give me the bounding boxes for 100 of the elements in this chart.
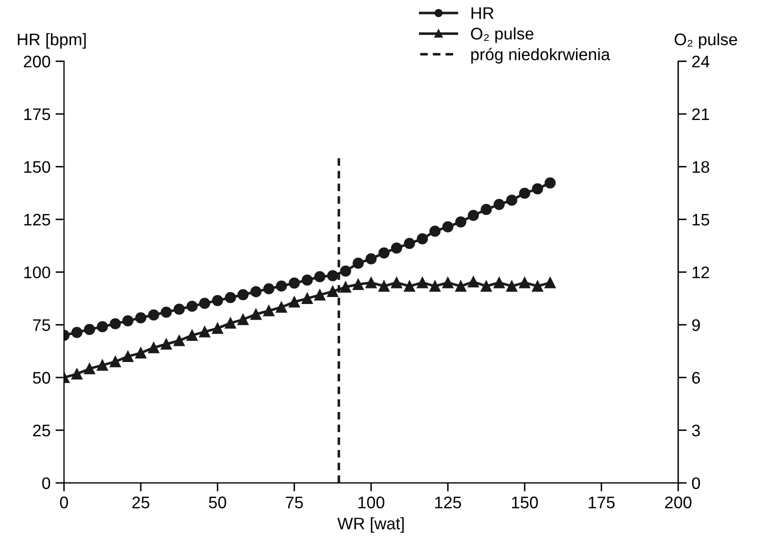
point xyxy=(84,324,96,335)
x-axis-title: WR [wat] xyxy=(337,517,404,533)
point xyxy=(263,283,274,294)
point xyxy=(327,286,338,297)
point xyxy=(506,194,518,206)
point xyxy=(532,183,544,194)
point xyxy=(148,309,160,320)
point xyxy=(174,335,185,346)
point xyxy=(288,296,300,308)
y2-axis-title: O₂ pulse xyxy=(674,33,738,49)
point xyxy=(416,277,428,288)
point xyxy=(429,280,441,292)
x-tick-label: 25 xyxy=(132,496,150,508)
y2-tick-label: 12 xyxy=(692,266,710,278)
point xyxy=(544,177,556,188)
point xyxy=(544,277,556,288)
x-tick-label: 175 xyxy=(588,496,615,508)
point xyxy=(468,210,479,221)
y-tick-label: 25 xyxy=(33,424,50,436)
point xyxy=(404,238,416,249)
x-tick-label: 0 xyxy=(60,496,68,508)
point xyxy=(468,276,479,288)
point xyxy=(250,308,262,320)
point xyxy=(276,280,287,292)
point xyxy=(519,188,530,199)
x-tick-label: 75 xyxy=(286,496,303,508)
y-tick-label: 125 xyxy=(24,214,50,226)
legend-label: O₂ pulse xyxy=(470,27,534,43)
point xyxy=(96,360,108,371)
point xyxy=(404,280,416,292)
point xyxy=(212,322,224,334)
point xyxy=(160,338,172,350)
point xyxy=(429,226,441,237)
x-tick-label: 150 xyxy=(512,496,538,508)
point xyxy=(288,278,300,289)
point xyxy=(263,305,274,316)
y-tick-label: 0 xyxy=(42,477,50,490)
point xyxy=(160,306,172,318)
point xyxy=(391,242,402,254)
point xyxy=(186,300,198,312)
y2-tick-label: 0 xyxy=(692,477,700,490)
point xyxy=(391,277,402,288)
point xyxy=(416,233,428,244)
y-tick-label: 200 xyxy=(24,56,50,68)
point xyxy=(199,298,210,309)
y-tick-label: 50 xyxy=(32,372,50,384)
y2-tick-label: 3 xyxy=(692,424,700,436)
point xyxy=(327,270,338,282)
x-tick-label: 125 xyxy=(435,496,462,508)
point xyxy=(366,277,377,288)
point xyxy=(442,221,454,232)
point xyxy=(366,253,377,264)
point xyxy=(519,277,530,288)
y2-tick-label: 21 xyxy=(692,108,710,120)
y-tick-label: 100 xyxy=(24,266,50,278)
point xyxy=(212,295,224,306)
point xyxy=(442,277,454,288)
point xyxy=(378,280,390,292)
y2-tick-label: 24 xyxy=(692,56,710,68)
y-tick-label: 175 xyxy=(24,108,50,120)
point xyxy=(224,317,236,329)
point xyxy=(302,274,313,286)
point xyxy=(506,280,518,292)
point xyxy=(71,368,82,380)
legend-label: próg niedokrwienia xyxy=(471,48,610,64)
y2-tick-label: 15 xyxy=(692,214,710,226)
point xyxy=(224,292,236,304)
point xyxy=(302,292,313,304)
x-tick-label: 100 xyxy=(358,496,384,508)
point xyxy=(110,356,121,368)
y2-tick-label: 6 xyxy=(692,372,700,384)
point xyxy=(122,315,134,326)
point xyxy=(480,204,492,216)
y-axis-title: HR [bpm] xyxy=(18,33,86,49)
point xyxy=(135,312,146,324)
point xyxy=(352,278,364,290)
point xyxy=(455,216,466,228)
legend-label: HR xyxy=(472,7,494,19)
point xyxy=(340,281,352,293)
point xyxy=(135,347,146,358)
point xyxy=(250,286,262,298)
point xyxy=(340,265,352,277)
point xyxy=(110,318,121,330)
point xyxy=(174,304,185,315)
x-tick-label: 50 xyxy=(208,496,226,508)
point xyxy=(71,326,82,338)
point xyxy=(378,247,390,258)
point xyxy=(494,277,505,288)
point xyxy=(122,350,134,362)
point xyxy=(237,289,249,300)
y2-tick-label: 18 xyxy=(692,161,710,173)
point xyxy=(314,289,326,300)
point xyxy=(494,198,505,210)
point xyxy=(352,258,364,269)
point xyxy=(455,280,466,292)
point xyxy=(96,321,108,332)
point xyxy=(84,363,96,374)
point xyxy=(480,280,492,292)
y-tick-label: 150 xyxy=(24,161,50,173)
x-tick-label: 200 xyxy=(665,496,692,508)
